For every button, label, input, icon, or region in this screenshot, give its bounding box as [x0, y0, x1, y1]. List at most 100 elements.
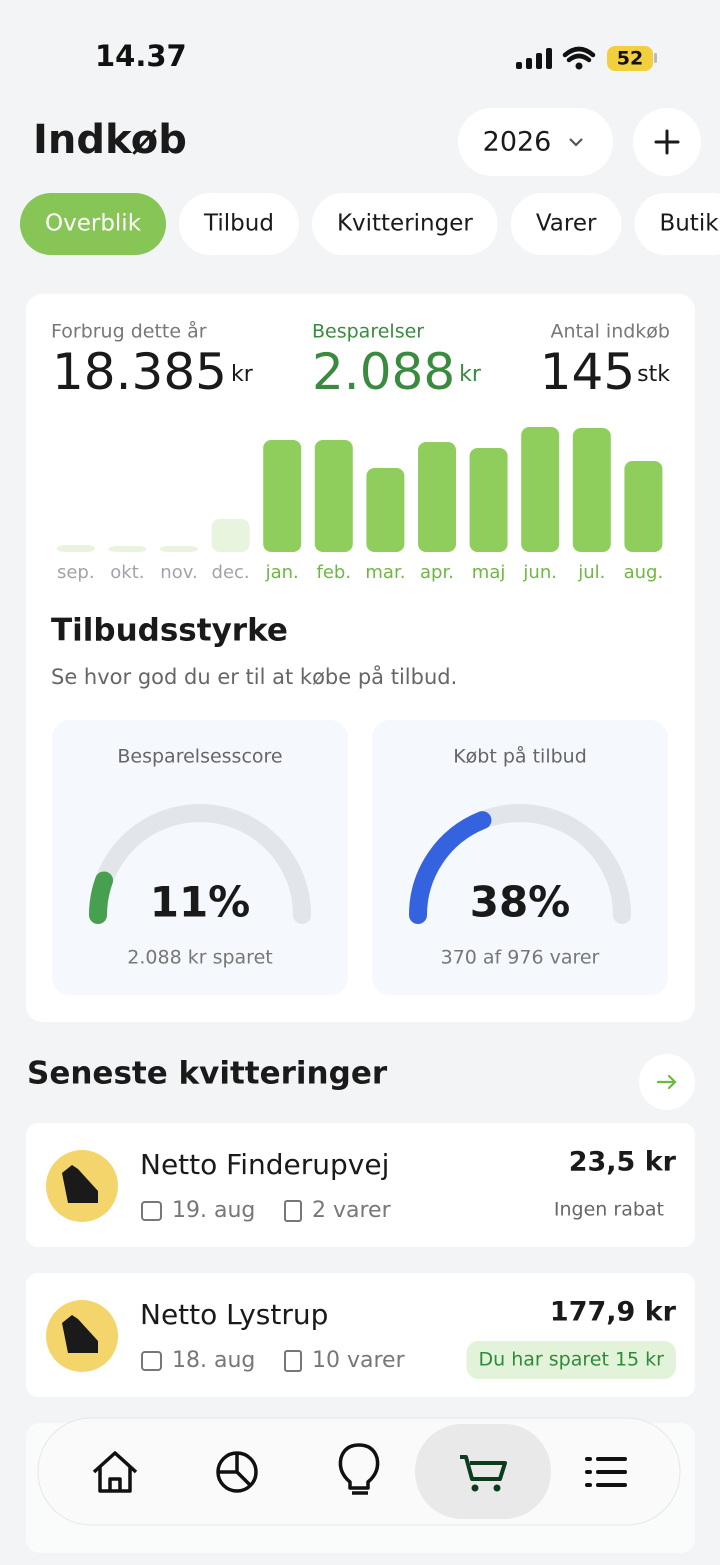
stat-unit: stk [637, 362, 670, 387]
stat-label: Antal indkøb [550, 321, 670, 343]
monthly-chart: sep. okt. nov. dec. jan. feb. mar. apr. maj jun. j… [56, 427, 664, 583]
section-subtitle: Se hvor god du er til at købe på tilbud. [51, 664, 457, 689]
stats-icon-wedge [218, 1453, 252, 1487]
savings-badge-text: Du har sparet 15 kr [479, 1349, 665, 1371]
x-tick-label: jul. [577, 562, 605, 583]
gauge-title: Besparelsesscore [117, 746, 282, 768]
tab[interactable] [179, 193, 299, 255]
x-tick-label: nov. [160, 562, 197, 583]
receipt-count: 10 varer [312, 1348, 406, 1373]
store-name: Netto Finderupvej [140, 1148, 389, 1181]
receipt-card[interactable] [26, 1123, 695, 1247]
menu-icon[interactable] [585, 1457, 627, 1487]
stat-label: Besparelser [312, 321, 424, 343]
store-logo-dog [62, 1165, 98, 1203]
plus-icon [654, 129, 680, 155]
stat-value: 18.385 kr [52, 343, 254, 401]
tab-label: Tilbud [203, 211, 274, 237]
bar [108, 546, 147, 552]
signal-icon [516, 48, 552, 69]
gauge-value: 11% [150, 878, 251, 927]
tab-label: Butik [659, 211, 719, 237]
active-tab[interactable] [415, 1424, 551, 1519]
x-tick-label: sep. [57, 562, 95, 583]
stat-label: Forbrug dette år [51, 320, 207, 343]
bar [572, 428, 611, 552]
x-tick-label: feb. [317, 562, 352, 583]
status-time: 14.37 [95, 39, 187, 73]
receipt-date: 18. aug [172, 1348, 255, 1373]
x-tick-label: mar. [365, 562, 405, 583]
year-label: 2026 [483, 127, 552, 158]
gauge-value: 38% [470, 878, 571, 927]
wifi-dot [575, 62, 583, 70]
receipt-icon [284, 1200, 302, 1222]
receipt-list: Netto Finderupvej 19. aug 2 varer 23,5 kr In… [26, 1123, 695, 1397]
battery-tip [654, 53, 657, 63]
tabs: Overblik Tilbud Kvitteringer Varer Butik [20, 193, 720, 255]
receipt-note: Ingen rabat [554, 1199, 664, 1221]
gauge-caption: 370 af 976 varer [441, 947, 600, 969]
gauge-arc [89, 871, 114, 924]
tab[interactable] [634, 193, 720, 255]
section-title: Seneste kvitteringer [27, 1056, 388, 1092]
cart-wheel [471, 1484, 479, 1492]
gauge-track [89, 804, 311, 924]
stat-number: 145 [540, 343, 635, 401]
gauge-title: Købt på tilbud [453, 745, 587, 768]
receipt-icon [284, 1350, 302, 1372]
savings-badge [466, 1341, 676, 1379]
x-tick-label: maj [472, 562, 506, 583]
bar [624, 461, 663, 552]
x-tick-label: jan. [265, 562, 299, 583]
wifi-icon [562, 46, 596, 63]
battery-level: 52 [617, 48, 643, 70]
x-tick-label: okt. [110, 562, 144, 583]
receipt-amount: 177,9 kr [550, 1297, 677, 1328]
bar [56, 545, 95, 552]
stat-unit: kr [459, 362, 482, 387]
section-title: Tilbudsstyrke [51, 613, 288, 649]
receipt-date: 19. aug [172, 1198, 255, 1223]
chevron [569, 138, 583, 147]
calendar-icon [141, 1201, 162, 1221]
receipt-amount: 23,5 kr [569, 1147, 677, 1178]
calendar-icon [141, 1351, 162, 1371]
stat-value: 145stk [540, 343, 671, 401]
x-tick-label: jun. [522, 562, 557, 583]
stat-value: 2.088 kr [312, 343, 482, 401]
tab[interactable] [20, 193, 167, 255]
stat-number: 2.088 [312, 343, 455, 401]
receipt-count: 2 varer [312, 1198, 392, 1223]
home-icon[interactable] [92, 1451, 138, 1493]
year-picker[interactable] [458, 108, 613, 176]
battery [607, 46, 653, 71]
bar [469, 448, 508, 552]
bar [160, 546, 198, 552]
x-tick-label: apr. [420, 562, 454, 583]
tips-icon[interactable] [338, 1443, 380, 1495]
stat-unit: kr [231, 362, 254, 387]
gauge-arc [409, 811, 492, 924]
store-logo-dog [62, 1315, 98, 1353]
page-title: Indkøb [33, 117, 187, 163]
cart-icon [460, 1455, 507, 1481]
gauge-caption: 2.088 kr sparet [127, 947, 272, 969]
gauge-card [372, 720, 668, 995]
tab[interactable] [311, 193, 498, 255]
tab-label: Overblik [45, 211, 142, 237]
bar [314, 440, 353, 552]
stat-number: 18.385 [52, 343, 227, 401]
bar [263, 440, 302, 552]
gauge-card [52, 720, 348, 995]
x-tick-label: aug. [624, 562, 664, 583]
arrow-icon [656, 1074, 677, 1090]
tab-label: Kvitteringer [337, 211, 473, 237]
x-tick-label: dec. [212, 562, 250, 583]
tab-label: Varer [536, 211, 597, 237]
bar [211, 519, 250, 552]
tab[interactable] [510, 193, 622, 255]
bar [366, 468, 405, 552]
